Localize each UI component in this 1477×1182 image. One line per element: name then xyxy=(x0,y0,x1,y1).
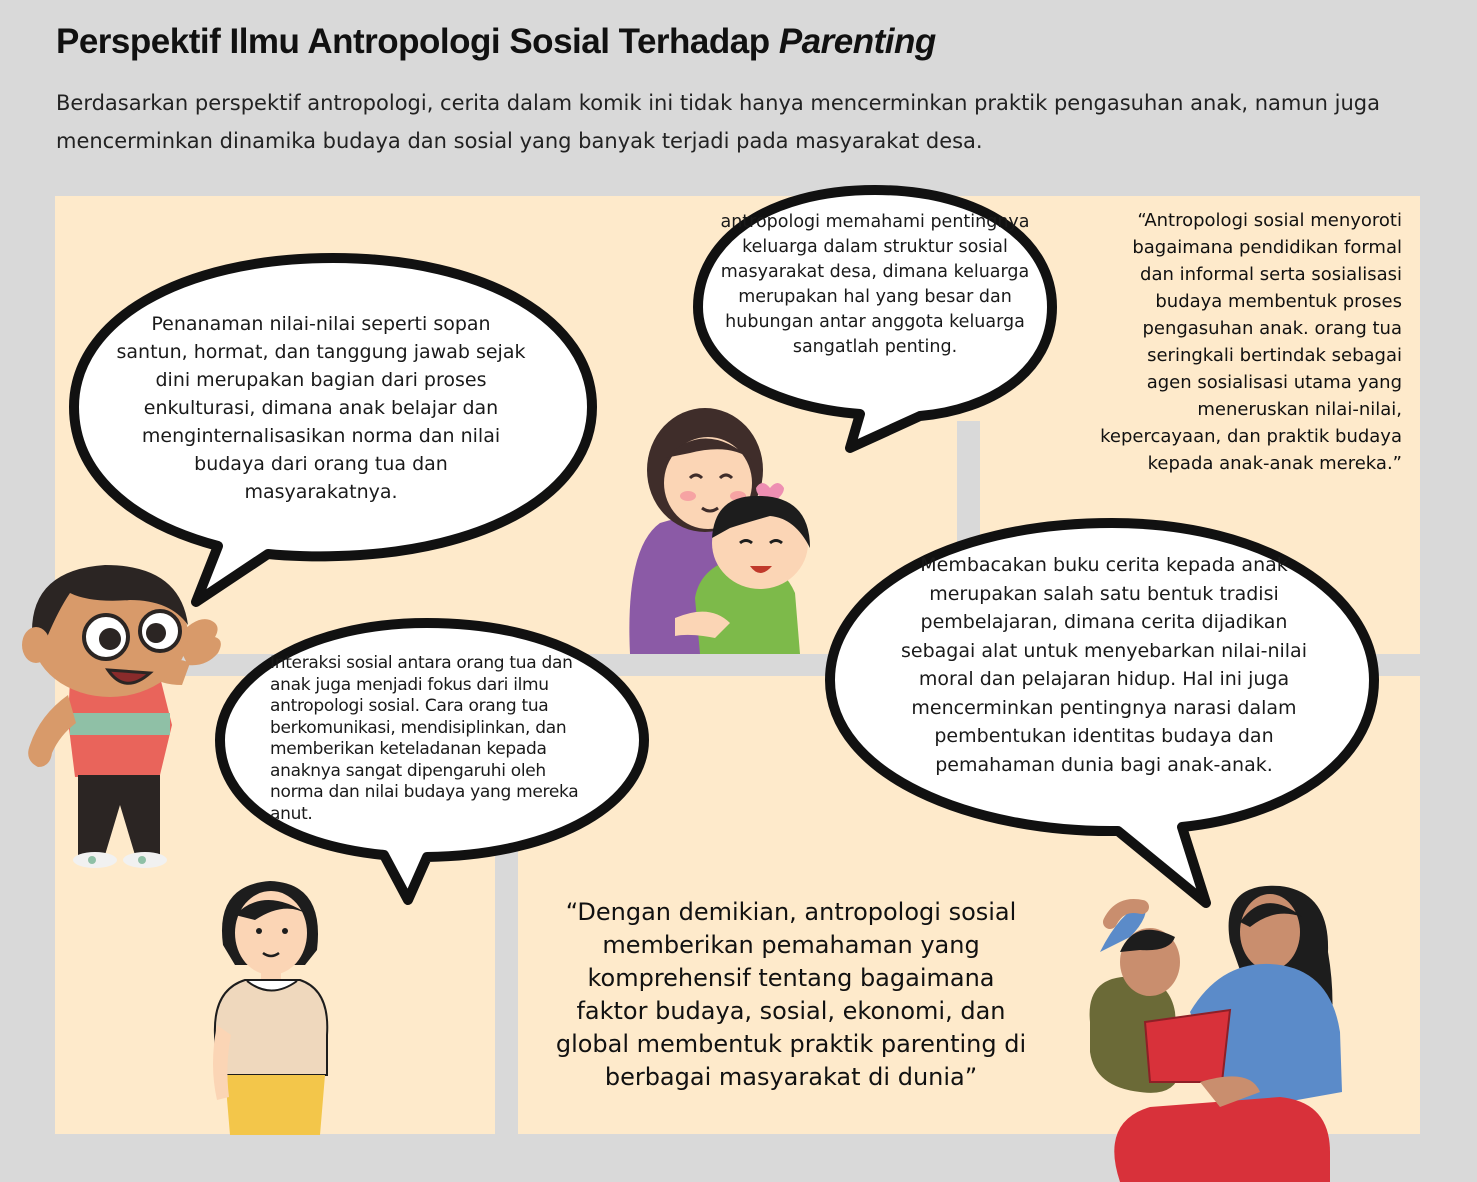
speech-bubble-keluarga: antropologi memahami pentingnya keluarga… xyxy=(690,182,1060,453)
bubble-interaksi-text: Interaksi sosial antara orang tua dan an… xyxy=(270,653,579,824)
page-subtitle: Berdasarkan perspektif antropologi, ceri… xyxy=(56,91,1380,153)
girl-illustration xyxy=(213,881,329,1135)
bubble-enkulturasi-text: Penanaman nilai-nilai seperti sopan sant… xyxy=(116,313,526,503)
speech-bubble-interaksi: Interaksi sosial antara orang tua dan an… xyxy=(212,615,652,905)
quote-kesimpulan: “Dengan demikian, antropologi sosial mem… xyxy=(555,898,1027,1091)
quote-sosialisasi: “Antropologi sosial menyoroti bagaimana … xyxy=(1100,210,1402,474)
title-italic: Parenting xyxy=(778,22,936,61)
title-main: Perspektif Ilmu Antropologi Sosial Terha… xyxy=(56,22,779,61)
mother-hugging-child-illustration xyxy=(629,408,810,654)
boy-waving-illustration xyxy=(22,565,221,868)
mother-reading-to-child-illustration xyxy=(1089,885,1342,1182)
bubble-membacakan-text: Membacakan buku cerita kepada anak merup… xyxy=(901,554,1307,776)
page-title: Perspektif Ilmu Antropologi Sosial Terha… xyxy=(56,22,936,62)
bubble-keluarga-text: antropologi memahami pentingnya keluarga… xyxy=(720,212,1030,357)
speech-bubble-enkulturasi: Penanaman nilai-nilai seperti sopan sant… xyxy=(68,252,598,607)
speech-bubble-membacakan: Membacakan buku cerita kepada anak merup… xyxy=(822,515,1382,910)
